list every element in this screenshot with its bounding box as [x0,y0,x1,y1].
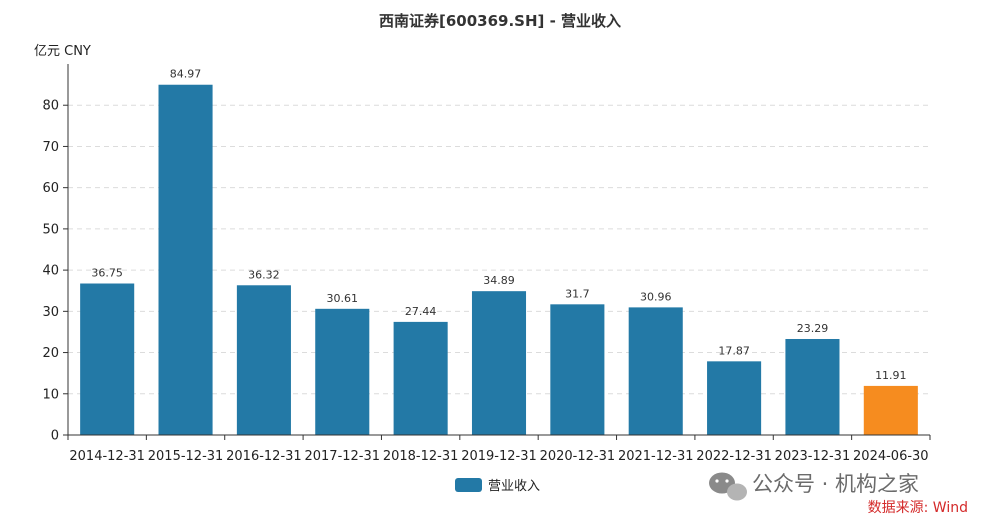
bar-2022-12-31[interactable] [707,361,762,435]
value-label: 30.61 [327,292,359,305]
source-note: 数据来源: Wind [868,500,968,516]
x-tick-label: 2018-12-31 [383,449,459,464]
y-tick-label: 40 [42,264,59,279]
bar-2024-06-30[interactable] [863,385,918,435]
value-label: 36.75 [91,267,123,280]
x-tick-label: 2016-12-31 [226,449,302,464]
legend[interactable]: 营业收入 [455,478,540,494]
x-tick-label: 2014-12-31 [69,449,145,464]
y-axis-unit: 亿元 CNY [34,44,91,59]
bar-2015-12-31[interactable] [158,84,213,436]
value-label: 31.7 [565,287,590,300]
legend-label: 营业收入 [488,479,540,494]
x-tick-label: 2024-06-30 [853,449,929,464]
y-tick-label: 50 [42,222,59,237]
value-label: 17.87 [718,344,750,357]
bar-2016-12-31[interactable] [236,285,291,435]
y-axis: 0 10 20 30 40 50 60 70 80 [42,64,69,444]
y-tick-label: 20 [42,346,59,361]
x-tick-label: 2023-12-31 [775,449,851,464]
bars [80,84,918,436]
wechat-icon [709,472,747,501]
y-tick-label: 70 [42,140,59,155]
value-label: 36.32 [248,268,280,281]
bar-2014-12-31[interactable] [80,283,135,435]
value-labels: 36.75 84.97 36.32 30.61 27.44 34.89 31.7 30.96 1… [91,68,906,382]
x-tick-label: 2015-12-31 [148,449,224,464]
x-tick-label: 2020-12-31 [540,449,616,464]
x-axis: 2014-12-31 2015-12-31 2016-12-31 2017-12-31… [67,434,931,464]
y-tick-label: 30 [42,305,59,320]
value-label: 30.96 [640,290,672,303]
value-label: 34.89 [483,274,515,287]
bar-2017-12-31[interactable] [315,308,370,435]
value-label: 11.91 [875,369,907,382]
watermark: 公众号 · 机构之家 [709,472,919,501]
x-tick-label: 2017-12-31 [304,449,380,464]
x-tick-label: 2019-12-31 [461,449,537,464]
value-label: 27.44 [405,305,437,318]
y-tick-label: 10 [42,387,59,402]
y-tick-label: 60 [42,181,59,196]
watermark-text: 公众号 · 机构之家 [752,472,919,496]
bar-2019-12-31[interactable] [471,291,527,435]
chart-title: 西南证券[600369.SH] - 营业收入 [379,12,621,30]
y-tick-label: 0 [51,429,59,444]
bar-2020-12-31[interactable] [550,304,605,435]
y-tick-label: 80 [42,99,59,114]
bar-2018-12-31[interactable] [393,321,448,435]
bar-2023-12-31[interactable] [785,338,840,435]
x-tick-label: 2021-12-31 [618,449,694,464]
x-tick-label: 2022-12-31 [696,449,772,464]
bar-2021-12-31[interactable] [628,307,683,435]
value-label: 84.97 [170,68,202,81]
value-label: 23.29 [797,322,829,335]
legend-swatch [455,478,482,492]
